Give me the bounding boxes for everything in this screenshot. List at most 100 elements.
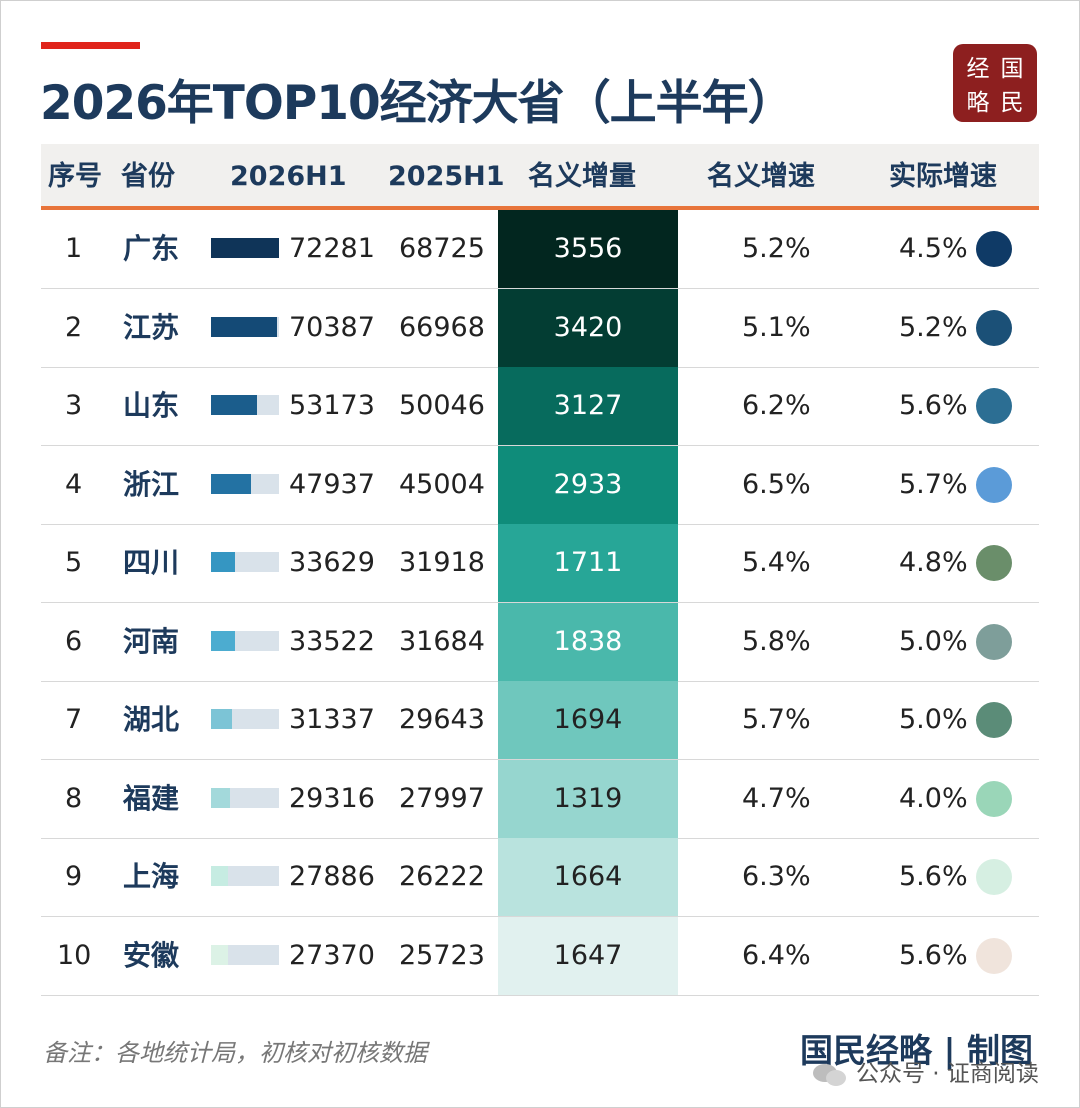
watermark: 公众号 · 证商阅读: [812, 1054, 1039, 1088]
real-growth-cell: 5.6%: [899, 940, 968, 971]
value-2026h1: 31337: [289, 704, 375, 735]
chart-title: 2026年TOP10经济大省（上半年）: [40, 76, 795, 131]
rank-cell: 7: [65, 704, 83, 735]
growth-dot: [976, 624, 1012, 660]
nominal-growth-cell: 6.4%: [742, 940, 811, 971]
increment-cell: 1647: [498, 917, 678, 995]
table-header: 序号 省份 2026H1 2025H1 名义增量 名义增速 实际增速: [41, 144, 1039, 210]
nominal-growth-cell: 5.7%: [742, 704, 811, 735]
logo-char: 国: [1000, 56, 1024, 82]
nominal-growth-cell: 5.2%: [742, 233, 811, 264]
bar-track: [211, 395, 279, 415]
province-cell: 河南: [123, 625, 180, 658]
value-2025h1: 31684: [399, 626, 485, 657]
table-row: 3 山东 53173 50046 3127 6.2% 5.6%: [41, 367, 1039, 446]
bar-track: [211, 945, 279, 965]
bar: [211, 238, 279, 258]
growth-dot: [976, 467, 1012, 503]
credit: 国民经略 | 制图: [800, 1031, 1034, 1070]
province-cell: 福建: [123, 782, 180, 815]
bar-track: [211, 631, 279, 651]
increment-cell: 1694: [498, 681, 678, 759]
rank-cell: 2: [65, 312, 83, 343]
value-2025h1: 25723: [399, 940, 485, 971]
rank-cell: 5: [65, 547, 83, 578]
header-increment: 名义增量: [528, 161, 636, 192]
growth-dot: [976, 781, 1012, 817]
increment-cell: 1838: [498, 603, 678, 681]
rank-cell: 10: [57, 940, 92, 971]
value-2026h1: 47937: [289, 469, 375, 500]
header-province: 省份: [121, 161, 175, 192]
bar-track: [211, 474, 279, 494]
rank-cell: 4: [65, 469, 83, 500]
table-row: 9 上海 27886 26222 1664 6.3% 5.6%: [41, 838, 1039, 917]
value-2025h1: 31918: [399, 547, 485, 578]
bar: [211, 395, 257, 415]
real-growth-cell: 5.0%: [899, 626, 968, 657]
nominal-growth-cell: 4.7%: [742, 783, 811, 814]
value-2026h1: 29316: [289, 783, 375, 814]
bar-track: [211, 788, 279, 808]
real-growth-cell: 4.5%: [899, 233, 968, 264]
accent-bar: [41, 42, 140, 49]
value-2026h1: 33629: [289, 547, 375, 578]
value-2025h1: 26222: [399, 861, 485, 892]
bar: [211, 631, 235, 651]
growth-dot: [976, 938, 1012, 974]
value-2026h1: 27370: [289, 940, 375, 971]
bar-track: [211, 866, 279, 886]
value-2026h1: 72281: [289, 233, 375, 264]
nominal-growth-cell: 5.8%: [742, 626, 811, 657]
real-growth-cell: 4.0%: [899, 783, 968, 814]
header-2026h1: 2026H1: [230, 161, 347, 192]
bar: [211, 552, 235, 572]
nominal-growth-cell: 5.1%: [742, 312, 811, 343]
province-cell: 上海: [123, 860, 180, 893]
increment-cell: 1319: [498, 760, 678, 838]
rank-cell: 8: [65, 783, 83, 814]
value-2026h1: 33522: [289, 626, 375, 657]
nominal-growth-cell: 6.5%: [742, 469, 811, 500]
value-2025h1: 68725: [399, 233, 485, 264]
watermark-text: 公众号 · 证商阅读: [856, 1061, 1039, 1087]
province-cell: 浙江: [123, 468, 180, 501]
bar: [211, 945, 228, 965]
bar-track: [211, 709, 279, 729]
bar: [211, 788, 230, 808]
real-growth-cell: 5.6%: [899, 390, 968, 421]
value-2025h1: 66968: [399, 312, 485, 343]
increment-cell: 3556: [498, 210, 678, 288]
value-2025h1: 29643: [399, 704, 485, 735]
increment-cell: 3420: [498, 289, 678, 367]
rank-cell: 1: [65, 233, 83, 264]
province-cell: 安徽: [123, 939, 180, 972]
table-row: 8 福建 29316 27997 1319 4.7% 4.0%: [41, 760, 1039, 839]
bar-track: [211, 317, 279, 337]
value-2026h1: 53173: [289, 390, 375, 421]
value-2025h1: 27997: [399, 783, 485, 814]
province-cell: 广东: [123, 232, 180, 265]
province-cell: 四川: [123, 546, 180, 579]
logo-char: 略: [966, 90, 990, 116]
table-row: 10 安徽 27370 25723 1647 6.4% 5.6%: [41, 917, 1039, 996]
increment-cell: 2933: [498, 446, 678, 524]
value-2026h1: 70387: [289, 312, 375, 343]
nominal-growth-cell: 5.4%: [742, 547, 811, 578]
growth-dot: [976, 702, 1012, 738]
real-growth-cell: 4.8%: [899, 547, 968, 578]
wechat-icon: [813, 1063, 846, 1086]
rank-cell: 9: [65, 861, 83, 892]
bar: [211, 317, 277, 337]
increment-cell: 3127: [498, 367, 678, 445]
bar-track: [211, 238, 279, 258]
rank-cell: 3: [65, 390, 83, 421]
logo-char: 经: [966, 56, 990, 82]
table-row: 5 四川 33629 31918 1711 5.4% 4.8%: [41, 524, 1039, 603]
nominal-growth-cell: 6.3%: [742, 861, 811, 892]
value-2025h1: 45004: [399, 469, 485, 500]
province-cell: 江苏: [123, 311, 180, 344]
province-cell: 湖北: [123, 703, 180, 736]
footnote: 备注：各地统计局，初核对初核数据: [43, 1039, 427, 1067]
bar: [211, 709, 232, 729]
